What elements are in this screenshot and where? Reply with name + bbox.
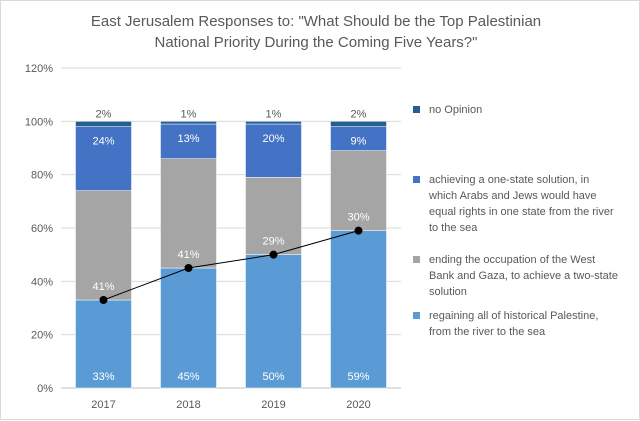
legend-entry: solution — [429, 286, 467, 298]
legend-swatch — [413, 312, 420, 319]
data-label: 13% — [177, 133, 199, 145]
data-label: 33% — [92, 371, 114, 383]
bar-segment — [245, 121, 302, 125]
data-label: 41% — [92, 281, 114, 293]
data-label: 2% — [351, 108, 367, 120]
data-label: 2% — [96, 108, 112, 120]
y-tick-label: 120% — [25, 63, 53, 75]
x-tick-label: 2019 — [261, 399, 285, 411]
bar-segment — [245, 177, 302, 255]
data-label: 1% — [181, 108, 197, 120]
data-labels: 33% 41% 24% 2% 45% 41% 13% 1% 50% 29% 20% 1% 59% 30% 9… — [92, 108, 369, 383]
y-tick-label: 20% — [31, 330, 53, 342]
legend-swatch — [413, 256, 420, 263]
y-tick-label: 100% — [25, 116, 53, 128]
y-tick-label: 80% — [31, 170, 53, 182]
data-label: 1% — [266, 108, 282, 120]
legend-entry: which Arabs and Jews would have — [428, 190, 597, 202]
trend-marker — [99, 296, 108, 304]
y-tick-label: 40% — [31, 276, 53, 288]
bar-segment — [75, 190, 132, 301]
trend-marker — [354, 226, 363, 235]
bar-segment — [75, 121, 132, 127]
chart-title-line-2: National Priority During the Coming Five… — [155, 34, 478, 51]
legend-entry: no Opinion — [429, 104, 482, 116]
bars — [75, 121, 387, 389]
legend-entry: from the river to the sea — [429, 326, 546, 338]
x-tick-label: 2018 — [176, 399, 200, 411]
data-label: 45% — [177, 371, 199, 383]
data-label: 20% — [262, 133, 284, 145]
trend-line-path — [103, 230, 359, 301]
data-label: 41% — [177, 249, 199, 261]
bar-segment — [245, 123, 302, 178]
data-label: 30% — [347, 212, 369, 224]
legend-swatch — [413, 106, 420, 113]
data-label: 9% — [351, 136, 367, 148]
x-tick-label: 2020 — [346, 399, 370, 411]
bar-segment — [160, 121, 217, 125]
data-label: 24% — [92, 136, 114, 148]
y-tick-label: 60% — [31, 223, 53, 235]
y-axis: 0% 20% 40% 60% 80% 100% 120% — [25, 63, 53, 395]
x-tick-label: 2017 — [91, 399, 115, 411]
bar-segment — [160, 267, 217, 389]
legend-entry: achieving a one-state solution, in — [429, 174, 589, 186]
legend-entry: equal rights in one state from the river — [429, 206, 614, 218]
bar-segment — [160, 123, 217, 159]
bar-segment — [330, 230, 387, 389]
legend: no Opinion achieving a one-state solution… — [413, 104, 618, 338]
bar-segment — [75, 126, 132, 191]
legend-entry: Bank and Gaza, to achieve a two-state — [429, 270, 618, 282]
chart-title: East Jerusalem Responses to: "What Shoul… — [91, 13, 541, 51]
bar-segment — [75, 299, 132, 389]
trend-marker — [269, 250, 278, 259]
bar-segment — [330, 150, 387, 231]
bar-segment — [160, 158, 217, 269]
bar-segment — [245, 254, 302, 389]
legend-entry: regaining all of historical Palestine, — [429, 310, 598, 322]
trend-marker — [184, 264, 193, 272]
data-label: 59% — [347, 371, 369, 383]
bar-segment — [330, 126, 387, 151]
y-tick-label: 0% — [37, 383, 53, 395]
legend-entry: ending the occupation of the West — [429, 254, 595, 266]
legend-entry: to the sea — [429, 222, 478, 234]
data-label: 29% — [262, 236, 284, 248]
chart-title-line-1: East Jerusalem Responses to: "What Shoul… — [91, 13, 541, 30]
trend-line — [99, 226, 363, 304]
data-label: 50% — [262, 371, 284, 383]
bar-segment — [330, 121, 387, 127]
x-axis: 2017 2018 2019 2020 — [91, 399, 370, 411]
legend-swatch — [413, 176, 420, 183]
